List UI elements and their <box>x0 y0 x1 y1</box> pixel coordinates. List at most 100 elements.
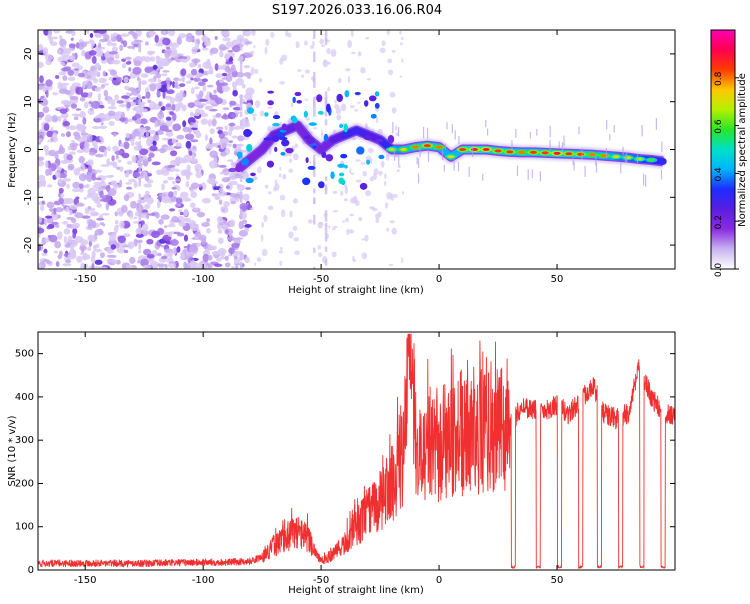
noise-blob <box>123 40 127 47</box>
ridge-blob <box>336 94 343 102</box>
noise-blob <box>157 200 161 208</box>
noise-blob <box>189 62 194 67</box>
noise-blob <box>355 159 360 161</box>
noise-streak <box>313 215 316 225</box>
noise-blob <box>347 40 352 48</box>
noise-blob <box>107 146 111 151</box>
noise-blob <box>175 93 183 101</box>
noise-blob <box>61 160 69 164</box>
noise-blob <box>345 68 351 71</box>
noise-blob <box>282 174 286 180</box>
noise-blob <box>66 184 70 188</box>
ridge-blob <box>339 173 344 177</box>
noise-blob <box>210 47 218 53</box>
snr-y-label: SNR (10 * v/v) <box>7 415 18 486</box>
noise-blob <box>191 87 195 94</box>
noise-blob <box>386 228 389 232</box>
noise-blob <box>175 179 180 182</box>
noise-blob <box>355 200 360 206</box>
noise-blob <box>268 191 272 194</box>
noise-blob <box>333 226 337 228</box>
noise-blob <box>49 168 53 176</box>
noise-blob <box>401 37 403 40</box>
noise-blob <box>207 85 214 88</box>
noise-blob <box>72 113 79 116</box>
noise-blob <box>66 217 74 220</box>
colorbar-tick-label: 0.6 <box>714 119 724 134</box>
noise-blob <box>47 202 55 209</box>
noise-blob <box>91 256 95 263</box>
noise-blob <box>94 145 98 150</box>
noise-blob <box>48 235 52 238</box>
noise-blob <box>95 63 100 70</box>
noise-blob <box>205 145 213 150</box>
noise-blob <box>132 33 138 36</box>
noise-blob <box>215 73 222 78</box>
noise-blob <box>170 150 177 156</box>
noise-blob <box>116 77 122 81</box>
noise-blob <box>220 250 225 257</box>
noise-blob <box>109 51 118 54</box>
ridge-fringe <box>573 157 574 165</box>
noise-blob <box>184 209 189 217</box>
noise-blob <box>59 198 64 205</box>
noise-streak <box>240 262 243 272</box>
noise-blob <box>95 118 101 122</box>
noise-blob <box>151 231 160 238</box>
noise-blob <box>52 92 58 95</box>
noise-blob <box>44 218 47 226</box>
noise-blob <box>148 213 156 216</box>
noise-blob <box>387 59 392 64</box>
noise-blob <box>146 239 153 245</box>
noise-blob <box>111 244 116 249</box>
noise-blob <box>157 196 162 200</box>
noise-blob <box>63 178 71 182</box>
noise-blob <box>129 97 136 100</box>
noise-blob <box>87 247 91 252</box>
ridge-fringe <box>625 154 626 163</box>
noise-blob <box>99 105 104 109</box>
noise-blob <box>71 30 75 36</box>
ridge-fringe <box>418 158 419 168</box>
noise-blob <box>119 45 123 52</box>
noise-blob <box>294 250 300 254</box>
noise-blob <box>208 119 212 127</box>
noise-blob <box>153 140 157 146</box>
noise-blob <box>378 211 382 217</box>
noise-blob <box>215 36 218 40</box>
noise-blob <box>128 241 134 249</box>
noise-blob <box>231 266 235 269</box>
noise-blob <box>113 78 117 80</box>
noise-blob <box>71 103 77 108</box>
noise-blob <box>106 203 109 211</box>
noise-blob <box>279 250 283 253</box>
noise-blob <box>158 39 162 46</box>
noise-blob <box>162 70 169 72</box>
noise-blob <box>219 133 225 139</box>
noise-blob <box>87 235 95 242</box>
noise-blob <box>368 148 374 153</box>
chart-title: S197.2026.033.16.06.R04 <box>272 3 442 18</box>
noise-blob <box>202 61 211 68</box>
noise-blob <box>122 63 127 69</box>
noise-blob <box>144 56 151 62</box>
noise-blob <box>251 67 255 75</box>
ridge-blob <box>274 147 277 152</box>
noise-blob <box>59 71 67 75</box>
colorbar-tick-label: 0.8 <box>714 71 724 86</box>
noise-blob <box>107 255 116 258</box>
ridge-fringe <box>550 126 551 137</box>
noise-blob <box>296 41 300 48</box>
noise-blob <box>53 208 56 215</box>
noise-blob <box>153 65 158 70</box>
noise-blob <box>160 245 164 247</box>
noise-blob <box>244 224 251 228</box>
noise-blob <box>261 222 264 228</box>
noise-blob <box>243 72 251 77</box>
ridge-fringe <box>392 122 393 133</box>
ridge-blob <box>243 129 251 137</box>
y-tick-label: 400 <box>15 392 34 403</box>
noise-blob <box>206 218 210 222</box>
noise-blob <box>102 195 111 203</box>
colorbar: 0.00.20.40.60.8 Normalized spectral ampl… <box>711 30 748 277</box>
